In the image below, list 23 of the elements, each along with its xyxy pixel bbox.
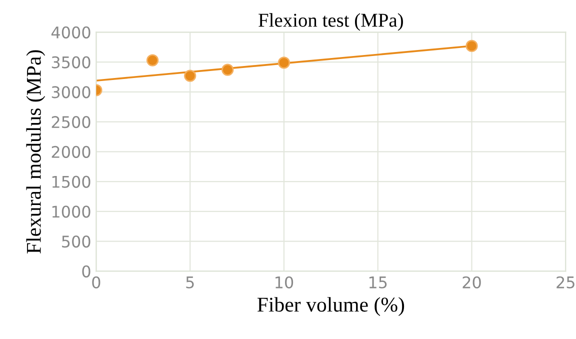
- y-tick-label: 4000: [51, 26, 90, 38]
- x-tick-label: 15: [369, 276, 387, 288]
- x-axis-title: Fiber volume (%): [257, 297, 404, 316]
- y-tick-label: 2500: [52, 116, 90, 128]
- chart-title: Flexion test (MPa): [258, 13, 403, 31]
- y-axis-title: Flexural modulus (MPa): [26, 50, 46, 254]
- point: [184, 70, 196, 82]
- y-tick-label: 0: [82, 265, 90, 278]
- x-tick-label: 0: [92, 276, 100, 288]
- y-tick-label: 3000: [52, 86, 90, 98]
- point: [222, 64, 234, 76]
- y-tick-label: 3500: [52, 56, 90, 68]
- y-tick-label: 2000: [52, 146, 90, 158]
- point: [466, 40, 478, 52]
- y-tick-label: 1000: [52, 206, 90, 218]
- x-tick-label: 5: [186, 276, 194, 288]
- x-tick-label: 20: [462, 276, 481, 288]
- point: [146, 54, 159, 66]
- point: [278, 56, 290, 69]
- y-tick-label: 1500: [52, 176, 90, 188]
- y-tick-label: 500: [62, 236, 90, 248]
- x-tick-label: 10: [276, 276, 294, 288]
- x-tick-label: 25: [556, 276, 574, 288]
